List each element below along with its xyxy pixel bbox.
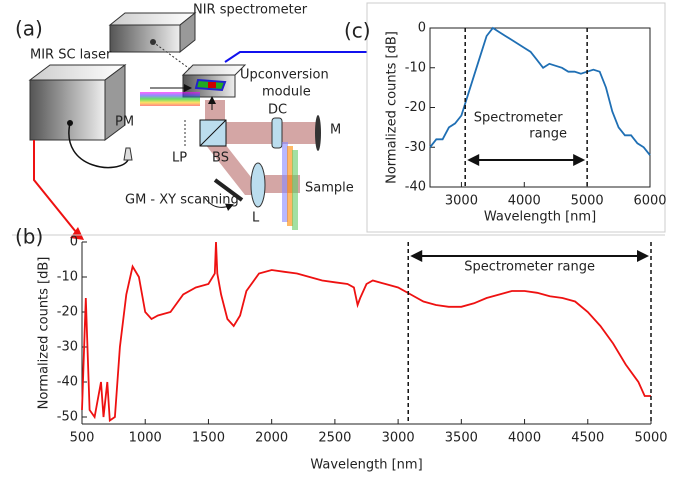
arrow-head bbox=[467, 154, 480, 166]
data-line bbox=[429, 26, 651, 156]
label: BS bbox=[212, 151, 229, 166]
y-tick-label: -20 bbox=[57, 305, 78, 320]
y-tick-label: -10 bbox=[57, 270, 78, 285]
x-tick-label: 4500 bbox=[571, 431, 604, 446]
panel-label: (b) bbox=[15, 225, 43, 249]
x-tick-label: 3000 bbox=[445, 194, 478, 209]
label: L bbox=[252, 211, 260, 226]
y-tick-label: -10 bbox=[405, 60, 426, 75]
label: module bbox=[262, 85, 311, 100]
panel-label: (a) bbox=[15, 17, 43, 41]
label: LP bbox=[172, 151, 187, 166]
label: GM - XY scanning bbox=[125, 193, 239, 208]
data-line bbox=[81, 241, 651, 423]
x-tick-label: 1500 bbox=[192, 431, 225, 446]
x-tick-label: 2500 bbox=[318, 431, 351, 446]
x-tick-label: 6000 bbox=[633, 194, 666, 209]
arrow-head bbox=[637, 250, 649, 262]
x-axis-label: Wavelength [nm] bbox=[484, 210, 596, 225]
label: MIR SC laser bbox=[30, 48, 112, 63]
x-tick-label: 3500 bbox=[445, 431, 478, 446]
annotation: Spectrometer range bbox=[464, 260, 595, 275]
panel-label: (c) bbox=[344, 19, 371, 43]
arrow-head bbox=[573, 154, 586, 166]
label: M bbox=[330, 123, 341, 138]
arrow-head bbox=[410, 250, 423, 262]
x-tick-label: 5000 bbox=[634, 431, 667, 446]
y-tick-label: -40 bbox=[405, 180, 426, 195]
x-tick-label: 4000 bbox=[508, 431, 541, 446]
x-tick-label: 3000 bbox=[382, 431, 415, 446]
label: DC bbox=[268, 103, 287, 118]
x-tick-label: 4000 bbox=[508, 194, 541, 209]
label: NIR spectrometer bbox=[193, 3, 308, 18]
x-tick-label: 1000 bbox=[129, 431, 162, 446]
x-tick-label: 5000 bbox=[571, 194, 604, 209]
annotation: Spectrometer bbox=[474, 111, 564, 126]
x-tick-label: 2000 bbox=[255, 431, 288, 446]
x-tick-label: 500 bbox=[70, 431, 95, 446]
y-tick-label: -40 bbox=[57, 375, 78, 390]
annotation: range bbox=[529, 127, 567, 142]
y-tick-label: 0 bbox=[70, 235, 78, 250]
y-tick-label: -20 bbox=[405, 100, 426, 115]
y-axis-label: Normalized counts [dB] bbox=[385, 31, 400, 184]
y-tick-label: -30 bbox=[57, 340, 78, 355]
diagram: NIR spectrometer MIR SC laser Upconversi… bbox=[15, 3, 390, 240]
label: Sample bbox=[305, 181, 354, 196]
label: Upconversion bbox=[240, 68, 329, 83]
x-axis-label: Wavelength [nm] bbox=[310, 458, 422, 473]
y-tick-label: -50 bbox=[57, 410, 78, 425]
y-axis-label: Normalized counts [dB] bbox=[37, 257, 52, 410]
y-tick-label: 0 bbox=[418, 21, 426, 36]
y-tick-label: -30 bbox=[405, 140, 426, 155]
label: PM bbox=[115, 115, 134, 130]
